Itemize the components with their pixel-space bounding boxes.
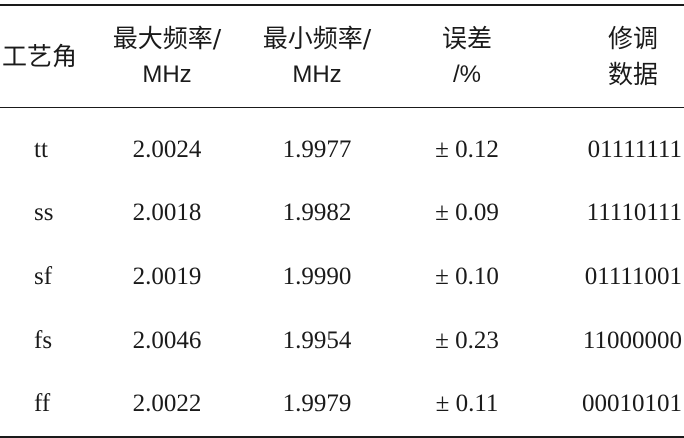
cell-max-frequency: 2.0024 [132, 135, 202, 163]
cell-max-frequency: 2.0022 [132, 390, 202, 418]
cell-corner: fs [34, 326, 53, 354]
table-row: tt 2.0024 1.9977 ± 0.12 01111111 [0, 108, 684, 182]
table-header: 工艺角 最大频率/ MHz 最小频率/ MHz 误差 /% 修调 数据 [0, 5, 684, 108]
cell-min-frequency: 1.9977 [282, 135, 352, 163]
cell-corner: tt [34, 135, 48, 163]
cell-corner: ss [34, 199, 54, 227]
header-trim-data-label-1: 修调 [607, 23, 658, 53]
cell-corner: ff [34, 390, 51, 418]
cell-min-frequency: 1.9954 [282, 326, 352, 354]
cell-corner: sf [34, 262, 53, 290]
header-min-frequency-unit: MHz [292, 60, 342, 88]
header-min-frequency: 最小频率/ MHz [242, 5, 392, 108]
header-error: 误差 /% [392, 5, 542, 108]
cell-max-frequency: 2.0018 [132, 199, 202, 227]
cell-min-frequency: 1.9990 [282, 262, 352, 290]
header-trim-data: 修调 数据 [542, 5, 684, 108]
header-min-frequency-label: 最小频率/ [262, 23, 372, 53]
cell-error: ± 0.11 [435, 390, 499, 418]
header-row: 工艺角 最大频率/ MHz 最小频率/ MHz 误差 /% 修调 数据 [0, 5, 684, 108]
table-body: tt 2.0024 1.9977 ± 0.12 01111111 ss 2.00… [0, 108, 684, 437]
header-error-unit: /% [452, 60, 481, 88]
cell-error: ± 0.23 [435, 326, 499, 354]
header-trim-data-label-2: 数据 [607, 59, 658, 89]
process-corner-table: 工艺角 最大频率/ MHz 最小频率/ MHz 误差 /% 修调 数据 tt 2… [0, 4, 684, 438]
header-error-label: 误差 [441, 23, 492, 53]
header-max-frequency: 最大频率/ MHz [92, 5, 242, 108]
table-row: ff 2.0022 1.9979 ± 0.11 00010101 [0, 372, 684, 437]
cell-trim-data: 01111001 [584, 262, 682, 290]
header-process-corner: 工艺角 [0, 5, 92, 108]
cell-max-frequency: 2.0046 [132, 326, 202, 354]
cell-trim-data: 11000000 [582, 326, 682, 354]
cell-min-frequency: 1.9979 [282, 390, 352, 418]
cell-min-frequency: 1.9982 [282, 199, 352, 227]
header-max-frequency-label: 最大频率/ [112, 23, 222, 53]
table-row: ss 2.0018 1.9982 ± 0.09 11110111 [0, 182, 684, 246]
cell-error: ± 0.09 [435, 199, 499, 227]
cell-max-frequency: 2.0019 [132, 262, 202, 290]
cell-trim-data: 00010101 [582, 390, 682, 418]
cell-trim-data: 01111111 [587, 135, 682, 163]
table-row: sf 2.0019 1.9990 ± 0.10 01111001 [0, 245, 684, 309]
table-row: fs 2.0046 1.9954 ± 0.23 11000000 [0, 309, 684, 373]
cell-error: ± 0.12 [435, 135, 499, 163]
cell-trim-data: 11110111 [586, 199, 682, 227]
header-max-frequency-unit: MHz [142, 60, 192, 88]
header-process-corner-label: 工艺角 [2, 41, 78, 71]
cell-error: ± 0.10 [435, 262, 499, 290]
data-table-container: 工艺角 最大频率/ MHz 最小频率/ MHz 误差 /% 修调 数据 tt 2… [0, 4, 684, 437]
